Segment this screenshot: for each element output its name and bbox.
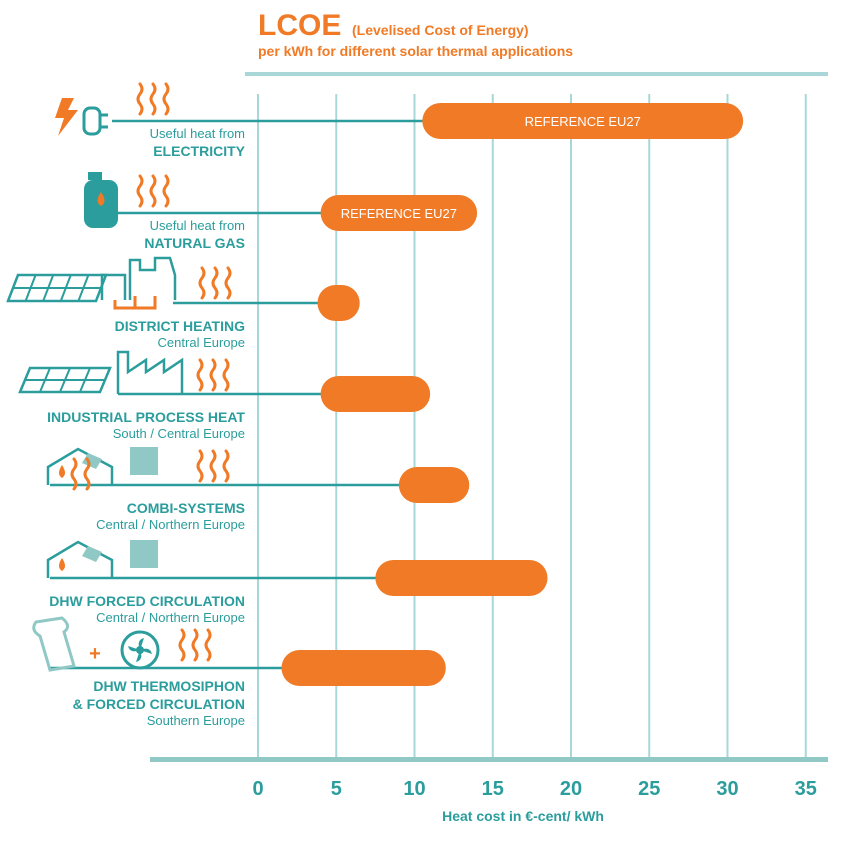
heat-wave-icon bbox=[149, 82, 157, 116]
x-tick-label: 20 bbox=[560, 778, 582, 800]
range-bar bbox=[375, 560, 548, 596]
x-tick-label: 30 bbox=[716, 778, 738, 800]
range-bar bbox=[317, 285, 360, 321]
category-name: DISTRICT HEATING bbox=[115, 318, 246, 334]
chart-title: LCOE bbox=[258, 9, 341, 42]
heat-wave-icon bbox=[209, 449, 217, 483]
category-name: NATURAL GAS bbox=[144, 235, 245, 251]
lightning-icon bbox=[55, 98, 78, 136]
heat-wave-icon bbox=[83, 457, 91, 491]
heat-wave-icon bbox=[178, 628, 186, 662]
factory-icon bbox=[18, 350, 230, 394]
house-icon bbox=[46, 447, 230, 491]
category-region: Central / Northern Europe bbox=[96, 517, 245, 532]
heat-wave-icon bbox=[196, 449, 204, 483]
category-row-natural-gas: REFERENCE EU27 Useful heat from NATURAL GA… bbox=[84, 172, 478, 251]
gas-cylinder-icon bbox=[84, 172, 170, 228]
category-row-electricity: REFERENCE EU27 Useful heat from ELECTRICIT… bbox=[55, 82, 744, 159]
category-region: Central / Northern Europe bbox=[96, 610, 245, 625]
district-heating-icon bbox=[6, 256, 232, 310]
heat-wave-icon bbox=[224, 266, 232, 300]
thermosiphon-icon: + bbox=[32, 616, 212, 672]
category-row-dhw-thermosiphon: DHW THERMOSIPHON & FORCED CIRCULATIONSout… bbox=[32, 616, 446, 728]
heat-wave-icon bbox=[196, 358, 204, 392]
category-name: ELECTRICITY bbox=[153, 143, 245, 159]
heat-wave-icon bbox=[136, 174, 144, 208]
solar-panel-icon bbox=[18, 366, 112, 394]
flame-drop-icon bbox=[97, 192, 105, 206]
heat-wave-icon bbox=[162, 82, 170, 116]
heat-wave-icon bbox=[198, 266, 206, 300]
roof-collector-icon bbox=[82, 453, 102, 469]
range-bar bbox=[398, 467, 470, 503]
plug-icon bbox=[55, 82, 170, 136]
category-name-cont: & FORCED CIRCULATION bbox=[73, 696, 245, 712]
water-drop-icon bbox=[59, 465, 65, 478]
category-region: Central Europe bbox=[158, 335, 245, 350]
x-tick-label: 0 bbox=[252, 778, 263, 800]
chart-subtitle: per kWh for different solar thermal appl… bbox=[258, 43, 573, 59]
heat-wave-icon bbox=[211, 266, 219, 300]
water-drop-icon bbox=[59, 558, 65, 571]
category-region: Southern Europe bbox=[147, 713, 245, 728]
bar-label: REFERENCE EU27 bbox=[341, 206, 457, 221]
house-outline-icon bbox=[46, 447, 114, 485]
category-name: INDUSTRIAL PROCESS HEAT bbox=[47, 409, 245, 425]
roof-collector-icon bbox=[82, 546, 102, 562]
bar-label: REFERENCE EU27 bbox=[525, 114, 641, 129]
category-name: COMBI-SYSTEMS bbox=[127, 500, 245, 516]
tank-icon bbox=[130, 447, 158, 475]
heat-wave-icon bbox=[162, 174, 170, 208]
tank-icon bbox=[130, 540, 158, 568]
solar-panel-icon bbox=[6, 273, 108, 303]
header-divider bbox=[245, 72, 828, 76]
fan-icon bbox=[120, 630, 160, 670]
x-tick-labels: 0 5 10 15 20 25 30 35 bbox=[252, 778, 816, 800]
factory-outline-icon bbox=[116, 350, 184, 394]
category-caption: Useful heat from bbox=[150, 218, 245, 233]
category-rows: REFERENCE EU27 Useful heat from ELECTRICIT… bbox=[6, 82, 744, 728]
range-bar bbox=[422, 103, 744, 139]
collector-roll-icon bbox=[32, 616, 76, 672]
heat-wave-icon bbox=[209, 358, 217, 392]
plus-sign: + bbox=[89, 643, 101, 665]
heat-wave-icon bbox=[149, 174, 157, 208]
heat-wave-icon bbox=[191, 628, 199, 662]
x-tick-label: 25 bbox=[638, 778, 660, 800]
category-region: South / Central Europe bbox=[113, 426, 245, 441]
range-bar bbox=[281, 650, 446, 686]
heat-wave-icon bbox=[222, 449, 230, 483]
x-axis-label: Heat cost in €-cent/ kWh bbox=[442, 808, 604, 824]
range-bar bbox=[320, 376, 431, 412]
heat-wave-icon bbox=[136, 82, 144, 116]
buildings-icon bbox=[100, 256, 177, 300]
x-tick-label: 15 bbox=[482, 778, 504, 800]
house-icon bbox=[46, 540, 158, 578]
category-name: DHW FORCED CIRCULATION bbox=[49, 593, 245, 609]
category-name: DHW THERMOSIPHON bbox=[93, 678, 245, 694]
x-tick-label: 35 bbox=[795, 778, 817, 800]
x-tick-label: 5 bbox=[331, 778, 342, 800]
heat-wave-icon bbox=[70, 457, 78, 491]
heat-wave-icon bbox=[222, 358, 230, 392]
chart-title-note: (Levelised Cost of Energy) bbox=[352, 22, 529, 38]
x-axis-line bbox=[150, 757, 828, 762]
house-outline-icon bbox=[46, 540, 114, 578]
category-caption: Useful heat from bbox=[150, 126, 245, 141]
x-tick-label: 10 bbox=[403, 778, 425, 800]
range-bar bbox=[320, 195, 478, 231]
heat-wave-icon bbox=[204, 628, 212, 662]
